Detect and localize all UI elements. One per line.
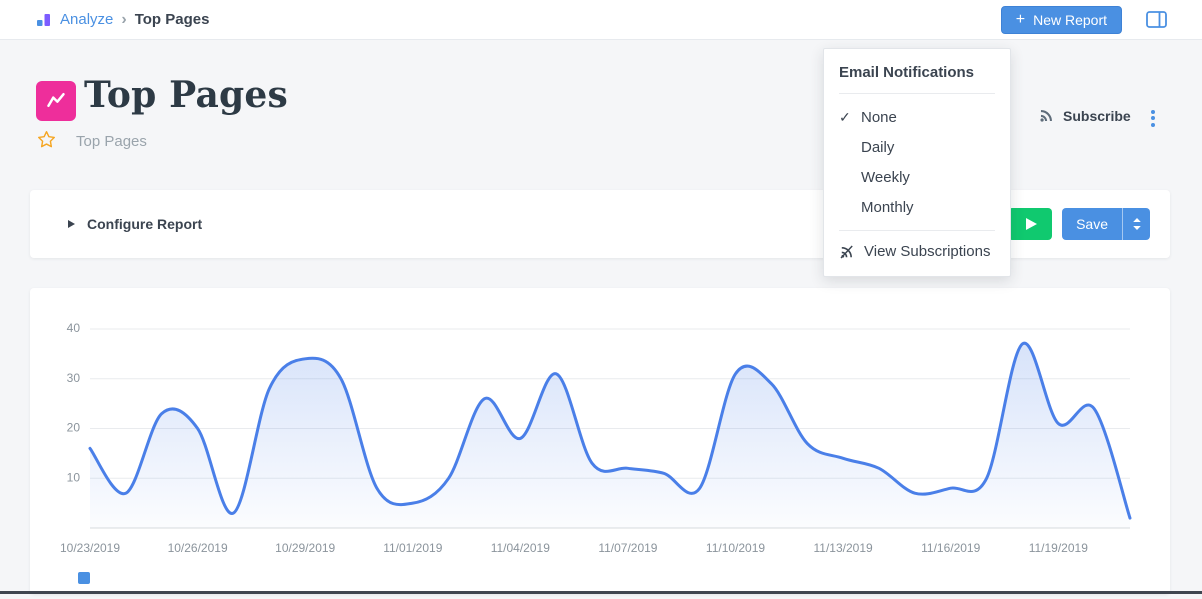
check-icon: ✓ — [839, 108, 851, 125]
svg-text:11/04/2019: 11/04/2019 — [491, 541, 550, 555]
sidebar-toggle-icon[interactable] — [1146, 11, 1167, 28]
dropdown-title: Email Notifications — [839, 49, 995, 94]
svg-text:11/10/2019: 11/10/2019 — [706, 541, 765, 555]
configure-report-label: Configure Report — [87, 216, 203, 232]
legend-swatch — [78, 572, 90, 584]
subscribe-label: Subscribe — [1063, 107, 1131, 124]
window-bottom-edge — [0, 591, 1202, 594]
play-icon — [1026, 218, 1038, 230]
analyze-logo-icon — [36, 12, 52, 28]
breadcrumb-current-page: Top Pages — [134, 11, 210, 28]
save-options-button[interactable] — [1122, 208, 1150, 240]
new-report-button[interactable]: + New Report — [1000, 5, 1122, 34]
svg-text:30: 30 — [67, 371, 81, 385]
dropdown-items: ✓ None Daily Weekly Monthly — [824, 94, 1010, 228]
save-split-button: Save — [1062, 208, 1150, 240]
menu-item-label: Weekly — [861, 168, 910, 186]
report-actions: Save — [1008, 208, 1150, 240]
rss-slash-icon — [839, 244, 855, 260]
menu-item-label: None — [861, 108, 897, 126]
new-report-label: New Report — [1033, 11, 1107, 28]
page-title: Top Pages — [84, 74, 288, 116]
run-report-button[interactable] — [1008, 208, 1053, 240]
report-type-icon — [36, 81, 76, 121]
chart-card: 10 20 30 40 10/23/2019 10/26/2019 10/29/2019 11… — [30, 288, 1170, 594]
disclosure-triangle-icon — [68, 220, 75, 228]
svg-text:11/19/2019: 11/19/2019 — [1029, 541, 1088, 555]
menu-item-none[interactable]: ✓ None — [824, 102, 1010, 132]
topbar: Analyze › Top Pages + New Report — [0, 0, 1202, 40]
topbar-actions: + New Report — [1000, 5, 1167, 34]
view-subscriptions-label: View Subscriptions — [864, 243, 991, 260]
favorite-star-icon[interactable] — [37, 130, 56, 149]
svg-text:40: 40 — [67, 321, 81, 335]
svg-text:11/16/2019: 11/16/2019 — [921, 541, 980, 555]
plus-icon: + — [1015, 10, 1026, 28]
email-notifications-dropdown: Email Notifications ✓ None Daily Weekly … — [823, 48, 1011, 277]
chart-legend-item[interactable] — [78, 572, 90, 584]
up-down-arrows-icon — [1132, 218, 1141, 230]
breadcrumb-analyze-link[interactable]: Analyze — [60, 11, 114, 28]
configure-report-toggle[interactable]: Configure Report — [68, 190, 202, 258]
svg-text:10/23/2019: 10/23/2019 — [60, 541, 120, 555]
page-subtitle: Top Pages — [76, 133, 147, 150]
menu-item-monthly[interactable]: Monthly — [824, 192, 1010, 222]
rss-icon — [1038, 107, 1055, 124]
line-chart: 10 20 30 40 10/23/2019 10/26/2019 10/29/2019 11… — [30, 288, 1170, 594]
svg-text:10/26/2019: 10/26/2019 — [168, 541, 228, 555]
menu-item-daily[interactable]: Daily — [824, 132, 1010, 162]
svg-text:11/07/2019: 11/07/2019 — [598, 541, 657, 555]
menu-item-weekly[interactable]: Weekly — [824, 162, 1010, 192]
svg-text:10/29/2019: 10/29/2019 — [275, 541, 335, 555]
subscribe-button[interactable]: Subscribe — [1038, 107, 1131, 124]
svg-text:20: 20 — [67, 421, 81, 435]
svg-text:10: 10 — [67, 470, 81, 484]
dropdown-separator — [839, 230, 995, 231]
breadcrumb: Analyze › Top Pages — [36, 11, 209, 28]
menu-item-label: Daily — [861, 138, 895, 156]
view-subscriptions-item[interactable]: View Subscriptions — [824, 233, 1010, 272]
kebab-menu-icon[interactable] — [1147, 107, 1159, 129]
menu-item-label: Monthly — [861, 198, 914, 216]
save-button[interactable]: Save — [1062, 208, 1122, 240]
chevron-right-icon: › — [121, 10, 127, 28]
svg-text:11/13/2019: 11/13/2019 — [814, 541, 873, 555]
svg-text:11/01/2019: 11/01/2019 — [383, 541, 442, 555]
